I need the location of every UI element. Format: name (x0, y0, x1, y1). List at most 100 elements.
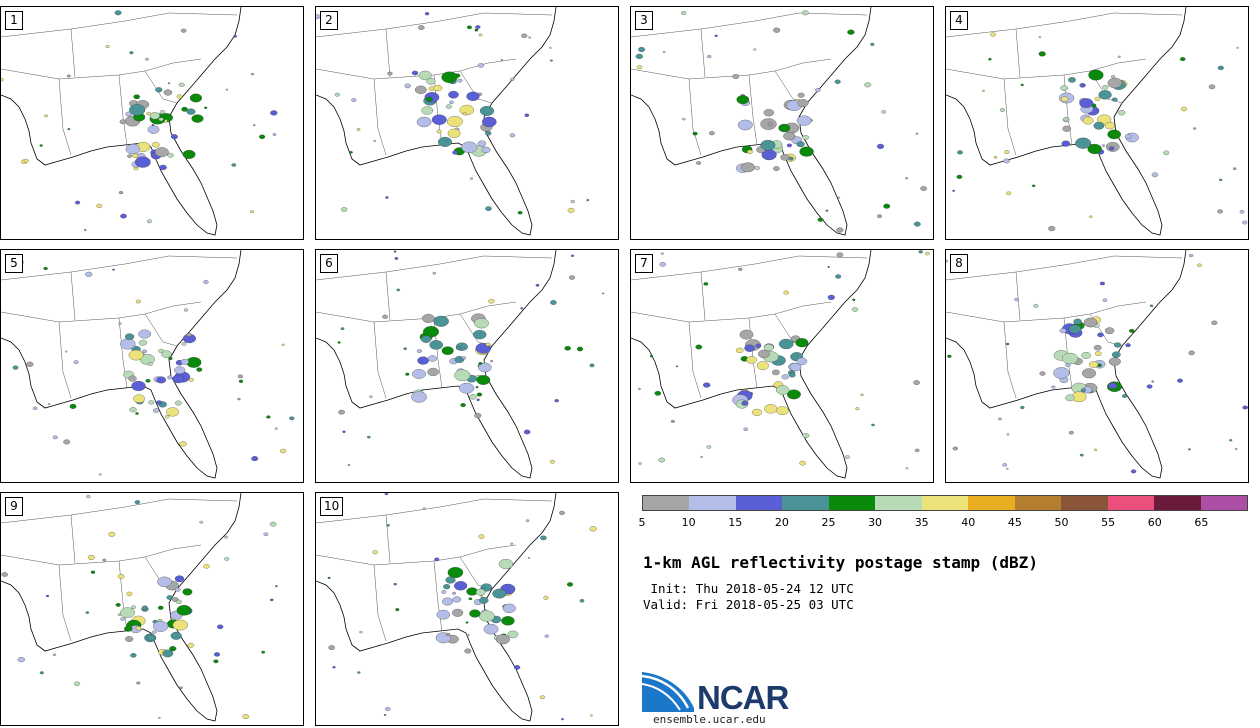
reflectivity-cell (411, 391, 427, 403)
reflectivity-cell (427, 367, 439, 377)
reflectivity-cell (168, 356, 173, 361)
reflectivity-cell (920, 186, 927, 191)
reflectivity-cell (387, 71, 393, 76)
reflectivity-cell (1108, 382, 1118, 390)
reflectivity-cell (120, 607, 135, 618)
reflectivity-cell (39, 671, 44, 675)
reflectivity-cell (957, 150, 963, 155)
reflectivity-cell (250, 210, 255, 214)
reflectivity-cell (347, 464, 351, 467)
reflectivity-cell (1006, 433, 1010, 436)
state-border (459, 301, 517, 315)
reflectivity-cell (118, 191, 124, 195)
reflectivity-cell (1219, 178, 1223, 182)
reflectivity-cell (337, 341, 341, 344)
reflectivity-cell (554, 399, 559, 403)
reflectivity-cell (418, 70, 432, 81)
reflectivity-cell (427, 355, 437, 362)
reflectivity-cell (852, 298, 856, 301)
reflectivity-cell (414, 85, 427, 94)
reflectivity-cell (434, 557, 440, 562)
state-border (1089, 301, 1147, 315)
reflectivity-cell (64, 350, 68, 353)
state-border (1, 554, 72, 642)
reflectivity-colorbar (642, 495, 1248, 511)
reflectivity-cell (474, 318, 489, 329)
reflectivity-cell (120, 338, 136, 350)
reflectivity-cell (479, 105, 495, 116)
reflectivity-cell (543, 595, 549, 600)
reflectivity-cell (129, 407, 137, 413)
reflectivity-cell (1003, 158, 1010, 164)
state-border (316, 498, 553, 524)
reflectivity-cell (1101, 144, 1105, 147)
coastline (631, 250, 872, 479)
reflectivity-cell (178, 82, 185, 87)
reflectivity-cell (788, 372, 796, 378)
reflectivity-cell (795, 338, 809, 348)
reflectivity-cell (1151, 172, 1159, 178)
reflectivity-cell (871, 423, 875, 427)
reflectivity-cell (535, 283, 540, 287)
panel-number: 4 (950, 11, 968, 30)
reflectivity-cell (289, 416, 295, 421)
reflectivity-cell (1232, 167, 1237, 170)
reflectivity-cell (772, 369, 780, 376)
state-border (1, 498, 238, 524)
reflectivity-map (946, 250, 1248, 479)
reflectivity-cell (751, 408, 763, 416)
reflectivity-map (1, 7, 278, 236)
reflectivity-cell (443, 584, 451, 590)
reflectivity-cell (925, 251, 930, 256)
reflectivity-cell (180, 28, 187, 33)
reflectivity-cell (131, 380, 146, 392)
reflectivity-cell (763, 109, 774, 117)
reflectivity-cell (141, 605, 148, 610)
reflectivity-cell (773, 166, 780, 171)
reflectivity-cell (478, 362, 492, 373)
state-border (58, 74, 128, 146)
state-border (144, 544, 202, 558)
reflectivity-cell (157, 605, 164, 610)
reflectivity-cell (159, 110, 166, 114)
coastline (1, 7, 242, 236)
reflectivity-cell (403, 347, 407, 350)
reflectivity-cell (662, 50, 666, 53)
reflectivity-cell (447, 115, 463, 128)
reflectivity-cell (231, 163, 237, 167)
reflectivity-cell (488, 298, 495, 304)
reflectivity-cell (118, 322, 122, 325)
reflectivity-cell (775, 385, 790, 395)
reflectivity-cell (478, 362, 483, 365)
reflectivity-cell (1079, 453, 1084, 457)
reflectivity-cell (490, 360, 494, 363)
reflectivity-cell (1004, 150, 1010, 155)
reflectivity-cell (169, 646, 177, 652)
reflectivity-cell (501, 616, 515, 626)
reflectivity-cell (559, 510, 565, 515)
reflectivity-cell (1094, 448, 1098, 451)
reflectivity-cell (134, 500, 141, 505)
reflectivity-cell (764, 404, 778, 414)
reflectivity-cell (147, 125, 160, 134)
reflectivity-cell (423, 326, 439, 338)
reflectivity-cell (385, 196, 389, 199)
reflectivity-cell (238, 379, 244, 383)
reflectivity-cell (479, 597, 489, 604)
reflectivity-cell (117, 613, 122, 616)
reflectivity-cell (746, 356, 757, 364)
reflectivity-cell (670, 419, 675, 423)
reflectivity-cell (827, 294, 835, 300)
member-panel: 2 (315, 6, 619, 240)
reflectivity-cell (161, 350, 172, 358)
reflectivity-cell (1102, 84, 1109, 90)
reflectivity-cell (1039, 371, 1046, 376)
reflectivity-cell (129, 104, 146, 116)
reflectivity-cell (1236, 46, 1239, 49)
reflectivity-cell (544, 634, 549, 638)
reflectivity-cell (1113, 342, 1122, 348)
reflectivity-cell (186, 333, 192, 337)
reflectivity-cell (1108, 146, 1115, 151)
reflectivity-cell (261, 650, 266, 654)
reflectivity-cell (466, 634, 470, 637)
